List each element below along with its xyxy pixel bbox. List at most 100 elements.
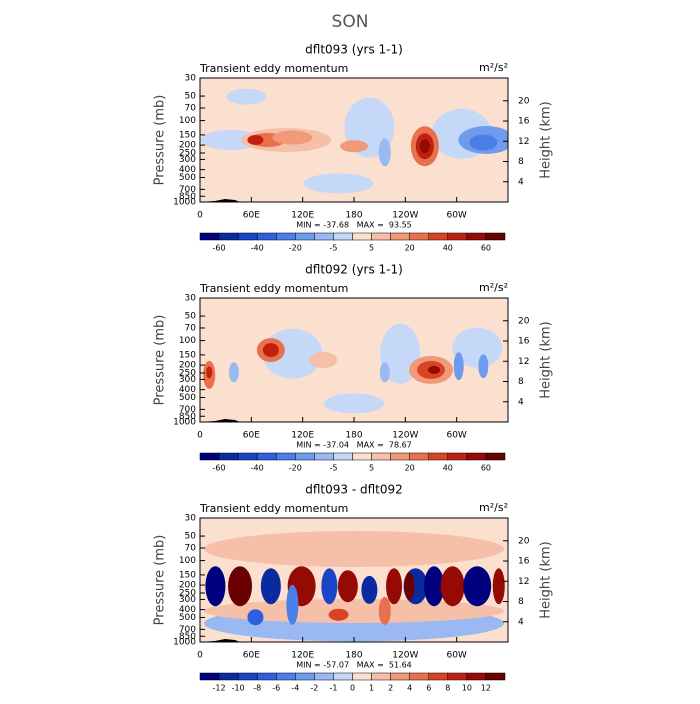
colorbar-box (276, 452, 296, 461)
y-tick-label: 150 (179, 130, 196, 140)
y-tick-label: 850 (179, 632, 196, 642)
colorbar-box (466, 672, 487, 681)
colorbar-box (390, 452, 410, 461)
contour-region (452, 327, 503, 368)
colorbar-box (256, 672, 277, 681)
colorbar-box (447, 672, 468, 681)
colorbar-box (333, 672, 353, 681)
contour-region (340, 140, 368, 153)
panel-title: dflt092 (yrs 1-1) (305, 263, 403, 277)
y-tick-label: 500 (179, 173, 196, 183)
y2-tick-label: 8 (518, 597, 524, 607)
y-tick-label: 70 (185, 543, 197, 553)
y-tick-label: 400 (179, 605, 196, 615)
y-tick-label: 500 (179, 613, 196, 623)
colorbar-box (409, 672, 429, 681)
y2-tick-label: 4 (518, 397, 524, 407)
contour-region (428, 365, 441, 374)
colorbar-box (256, 232, 277, 241)
y-tick-label: 30 (185, 514, 197, 524)
topography (200, 199, 240, 202)
colorbar-box (199, 232, 220, 241)
colorbar-box (256, 452, 277, 461)
contour-region (272, 130, 313, 145)
contour-region (324, 393, 384, 414)
colorbar-label: -40 (251, 244, 264, 253)
x-tick-label: 120W (392, 211, 418, 221)
contour-region (204, 599, 504, 623)
contour-region (404, 572, 415, 601)
contour-region (303, 173, 374, 194)
y-tick-label: 150 (179, 570, 196, 580)
colorbar-box (218, 232, 239, 241)
colorbar-label: 60 (481, 464, 491, 473)
x-tick-label: 60W (446, 651, 466, 661)
x-tick-label: 60W (446, 431, 466, 441)
colorbar-box (485, 672, 506, 681)
y-axis-label: Pressure (mb) (153, 95, 168, 186)
colorbar-label: 0 (350, 684, 355, 693)
stats: MIN = -37.04 MAX = 78.67 (296, 441, 412, 450)
colorbar-box (371, 452, 391, 461)
y-tick-label: 100 (179, 336, 196, 346)
colorbar-label: 6 (426, 684, 431, 693)
y2-tick-label: 12 (518, 577, 529, 587)
colorbar-label: 5 (369, 244, 374, 253)
colorbar-label: 10 (462, 684, 472, 693)
y-axis-label: Pressure (mb) (153, 535, 168, 626)
colorbar-label: 20 (405, 464, 415, 473)
colorbar-label: 40 (443, 464, 453, 473)
y-tick-label: 100 (179, 556, 196, 566)
y2-tick-label: 4 (518, 177, 524, 187)
colorbar-box (276, 232, 296, 241)
y2-tick-label: 16 (518, 117, 530, 127)
colorbar-box (352, 452, 372, 461)
x-tick-label: 0 (197, 651, 203, 661)
figure-title: SON (332, 12, 369, 32)
y-tick-label: 850 (179, 192, 196, 202)
panel-title: dflt093 - dflt092 (305, 483, 403, 497)
y-tick-label: 700 (179, 185, 196, 195)
colorbar-label: -4 (291, 684, 299, 693)
y2-axis-label: Height (km) (539, 101, 554, 178)
contour-region (386, 568, 403, 605)
colorbar-box (352, 672, 372, 681)
contour-region (309, 352, 338, 368)
x-tick-label: 0 (197, 211, 203, 221)
panel-subtitle: Transient eddy momentum (199, 62, 348, 75)
contour-field (200, 298, 508, 422)
colorbar-box (295, 452, 315, 461)
colorbar-label: 60 (481, 244, 491, 253)
y-tick-label: 30 (185, 294, 197, 304)
y-tick-label: 700 (179, 625, 196, 635)
colorbar-box (428, 232, 449, 241)
colorbar-label: 12 (481, 684, 491, 693)
y2-tick-label: 12 (518, 357, 529, 367)
colorbar-box (276, 672, 296, 681)
colorbar-label: 40 (443, 244, 453, 253)
colorbar-box (371, 232, 391, 241)
colorbar-box (237, 672, 258, 681)
colorbar-box (333, 232, 353, 241)
x-tick-label: 120W (392, 651, 418, 661)
contour-region (228, 362, 239, 383)
colorbar-box (390, 232, 410, 241)
contour-region (247, 609, 264, 626)
colorbar-label: 2 (388, 684, 393, 693)
colorbar-label: -10 (232, 684, 245, 693)
colorbar-label: -60 (213, 244, 226, 253)
y-tick-label: 150 (179, 350, 196, 360)
contour-region (478, 354, 489, 379)
y2-axis-label: Height (km) (539, 321, 554, 398)
y2-axis-label: Height (km) (539, 541, 554, 618)
y-tick-label: 400 (179, 385, 196, 395)
y-tick-label: 50 (185, 532, 197, 542)
panel-subtitle: Transient eddy momentum (199, 282, 348, 295)
y-tick-label: 300 (179, 155, 196, 165)
x-tick-label: 120E (291, 651, 314, 661)
contour-region (247, 135, 264, 145)
y2-tick-label: 4 (518, 617, 524, 627)
x-tick-label: 60E (243, 431, 260, 441)
colorbar-label: -5 (329, 464, 337, 473)
colorbar-box (485, 452, 506, 461)
